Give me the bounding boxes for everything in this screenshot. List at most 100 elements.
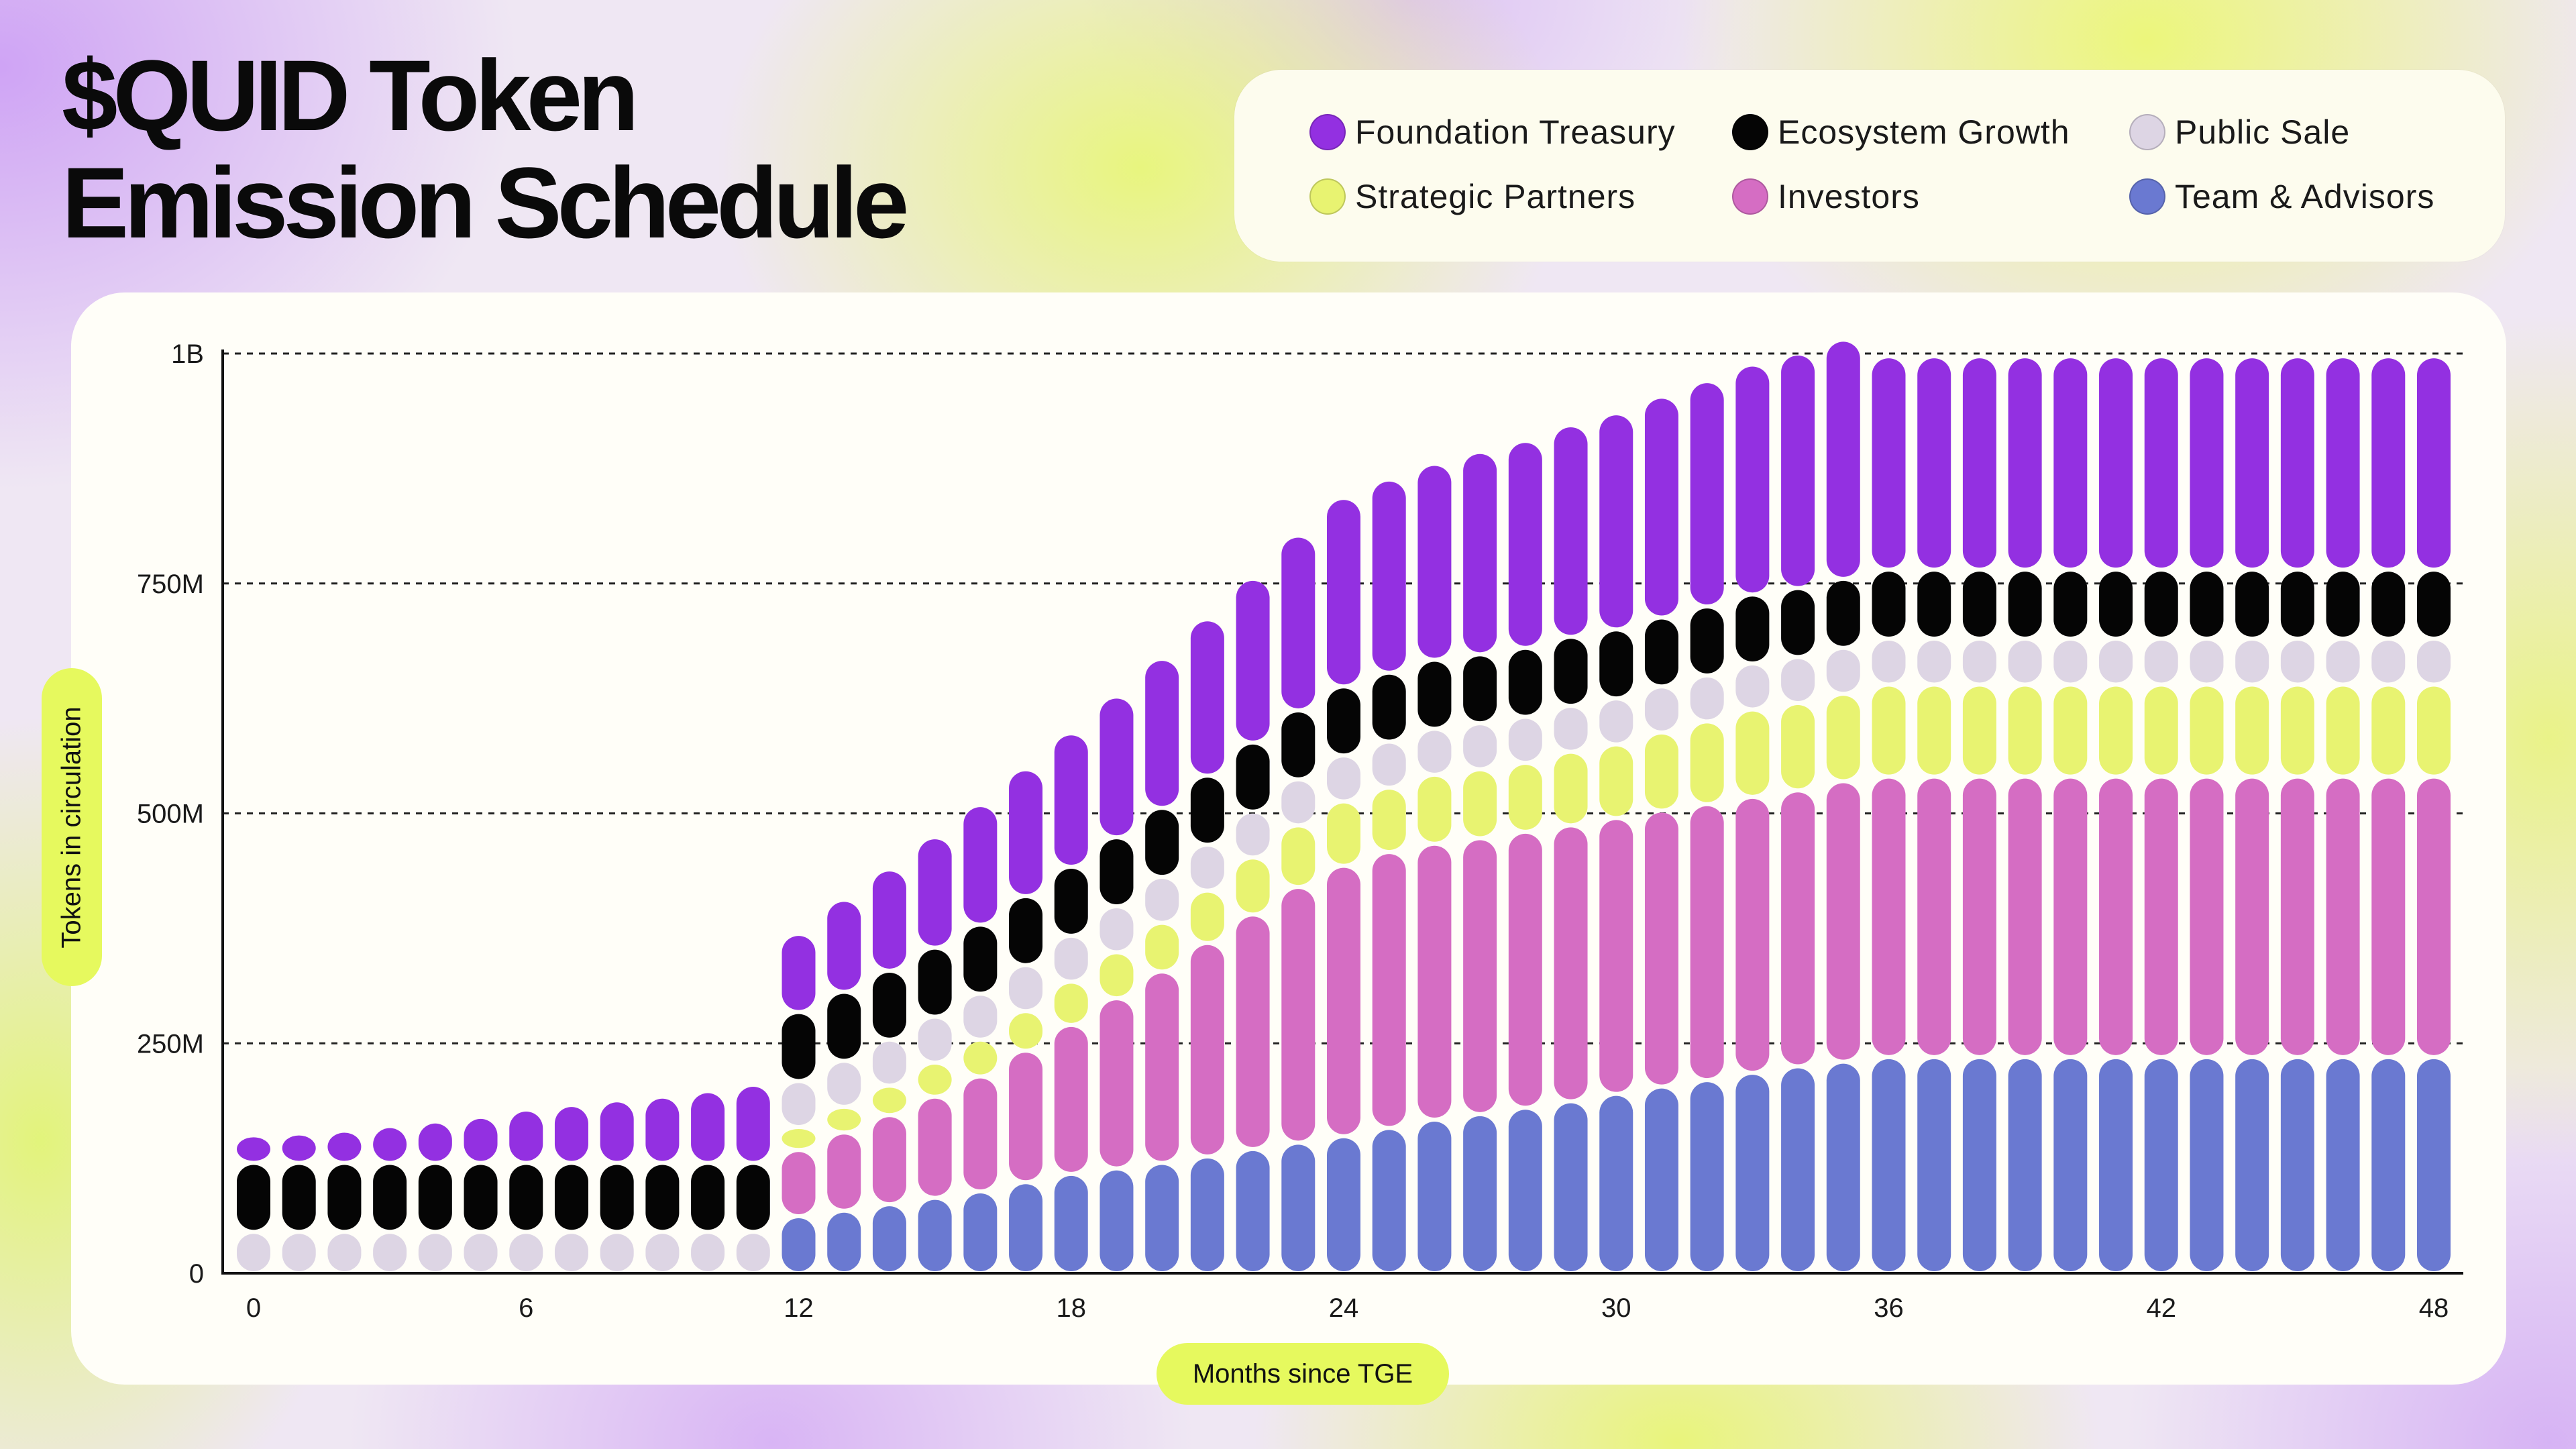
bar-segment xyxy=(1009,1053,1043,1181)
bar-segment xyxy=(1554,708,1588,750)
bar-segment xyxy=(918,1098,952,1196)
bar-stack xyxy=(1417,466,1452,1271)
bar-stack xyxy=(1554,427,1588,1271)
y-tick-label: 500M xyxy=(137,800,204,829)
bar-stack xyxy=(464,1118,498,1271)
bar-stack xyxy=(1962,358,1996,1271)
bar-segment xyxy=(1508,765,1542,830)
bar-stack xyxy=(2417,358,2451,1271)
x-tick-label: 18 xyxy=(1057,1293,1087,1323)
bar-segment xyxy=(1009,1184,1043,1271)
bar-segment xyxy=(2326,778,2360,1055)
bar-segment xyxy=(1417,661,1452,727)
bar-segment xyxy=(736,1086,770,1161)
bar-segment xyxy=(1872,686,1906,775)
bar-segment xyxy=(1644,734,1678,809)
legend-label: Foundation Treasury xyxy=(1355,113,1676,151)
legend-swatch xyxy=(2129,178,2165,215)
bar-segment xyxy=(691,1165,725,1230)
bar-segment xyxy=(2144,686,2178,775)
bar-segment xyxy=(1690,677,1724,720)
bar-segment xyxy=(373,1234,407,1271)
legend-label: Ecosystem Growth xyxy=(1778,113,2070,151)
bar-stack xyxy=(963,807,998,1271)
bar-segment xyxy=(1372,481,1406,671)
bar-segment xyxy=(1099,1170,1134,1271)
bar-segment xyxy=(2053,686,2088,775)
bar-stack xyxy=(1236,580,1270,1271)
bar-segment xyxy=(2280,572,2314,637)
bar-stack xyxy=(1281,537,1316,1271)
bar-segment xyxy=(827,1108,861,1131)
y-tick-label: 0 xyxy=(189,1259,204,1289)
bar-segment xyxy=(2008,1059,2042,1271)
bar-stack xyxy=(509,1111,543,1271)
bar-segment xyxy=(1054,869,1088,934)
bar-segment xyxy=(918,949,952,1015)
bar-stack xyxy=(2190,358,2224,1271)
bar-segment xyxy=(1962,1059,1996,1271)
bar-segment xyxy=(2235,1059,2269,1271)
bar-segment xyxy=(2053,1059,2088,1271)
bar-segment xyxy=(872,1117,906,1203)
bar-segment xyxy=(1781,356,1815,586)
bar-segment xyxy=(418,1123,452,1161)
bar-stack xyxy=(1826,341,1860,1271)
bar-segment xyxy=(1145,661,1179,806)
bars xyxy=(237,341,2451,1271)
bar-segment xyxy=(1281,889,1316,1141)
y-tick-labels: 0 250M 500M 750M 1B xyxy=(137,339,204,1289)
bar-segment xyxy=(1145,1165,1179,1271)
bar-segment xyxy=(918,1199,952,1271)
bar-segment xyxy=(1372,854,1406,1126)
bar-stack xyxy=(1690,383,1724,1271)
bar-segment xyxy=(2235,778,2269,1055)
x-tick-label: 36 xyxy=(1874,1293,1904,1323)
x-tick-label: 12 xyxy=(784,1293,814,1323)
bar-segment xyxy=(691,1234,725,1271)
bar-segment xyxy=(1917,778,1951,1055)
x-axis-label-text: Months since TGE xyxy=(1192,1358,1413,1389)
bar-segment xyxy=(1781,1068,1815,1271)
bar-segment xyxy=(1463,453,1497,653)
bar-stack xyxy=(2280,358,2314,1271)
bar-segment xyxy=(1054,937,1088,980)
bar-segment xyxy=(1599,820,1633,1092)
bar-segment xyxy=(554,1165,588,1230)
bar-segment xyxy=(2371,572,2406,637)
bar-segment xyxy=(327,1234,362,1271)
bar-segment xyxy=(2144,1059,2178,1271)
bar-segment xyxy=(2008,778,2042,1055)
bar-segment xyxy=(1190,1158,1224,1271)
bar-segment xyxy=(2190,1059,2224,1271)
bar-segment xyxy=(827,1063,861,1105)
y-tick-label: 750M xyxy=(137,570,204,599)
bar-segment xyxy=(1599,1095,1633,1271)
bar-segment xyxy=(645,1234,680,1271)
bar-segment xyxy=(827,1212,861,1271)
bar-stack xyxy=(1009,771,1043,1271)
x-tick-label: 30 xyxy=(1601,1293,1631,1323)
bar-segment xyxy=(2144,778,2178,1055)
bar-segment xyxy=(963,926,998,992)
bar-segment xyxy=(373,1128,407,1161)
bar-segment xyxy=(2280,358,2314,568)
bar-stack xyxy=(327,1132,362,1271)
bar-stack xyxy=(373,1128,407,1271)
bar-segment xyxy=(1372,743,1406,786)
x-tick-label: 0 xyxy=(246,1293,261,1323)
bar-segment xyxy=(1236,580,1270,741)
bar-segment xyxy=(1009,1013,1043,1049)
bar-segment xyxy=(2144,572,2178,637)
bar-segment xyxy=(1099,1000,1134,1167)
bar-segment xyxy=(1826,1063,1860,1271)
legend-swatch xyxy=(1732,178,1768,215)
bar-segment xyxy=(1281,537,1316,708)
bar-segment xyxy=(827,994,861,1059)
y-tick-label: 1B xyxy=(171,339,204,369)
legend-swatch xyxy=(2129,114,2165,150)
bar-segment xyxy=(1508,443,1542,646)
bar-segment xyxy=(2235,686,2269,775)
bar-segment xyxy=(1735,1075,1770,1271)
legend-item-team-advisors: Team & Advisors xyxy=(2129,173,2434,220)
